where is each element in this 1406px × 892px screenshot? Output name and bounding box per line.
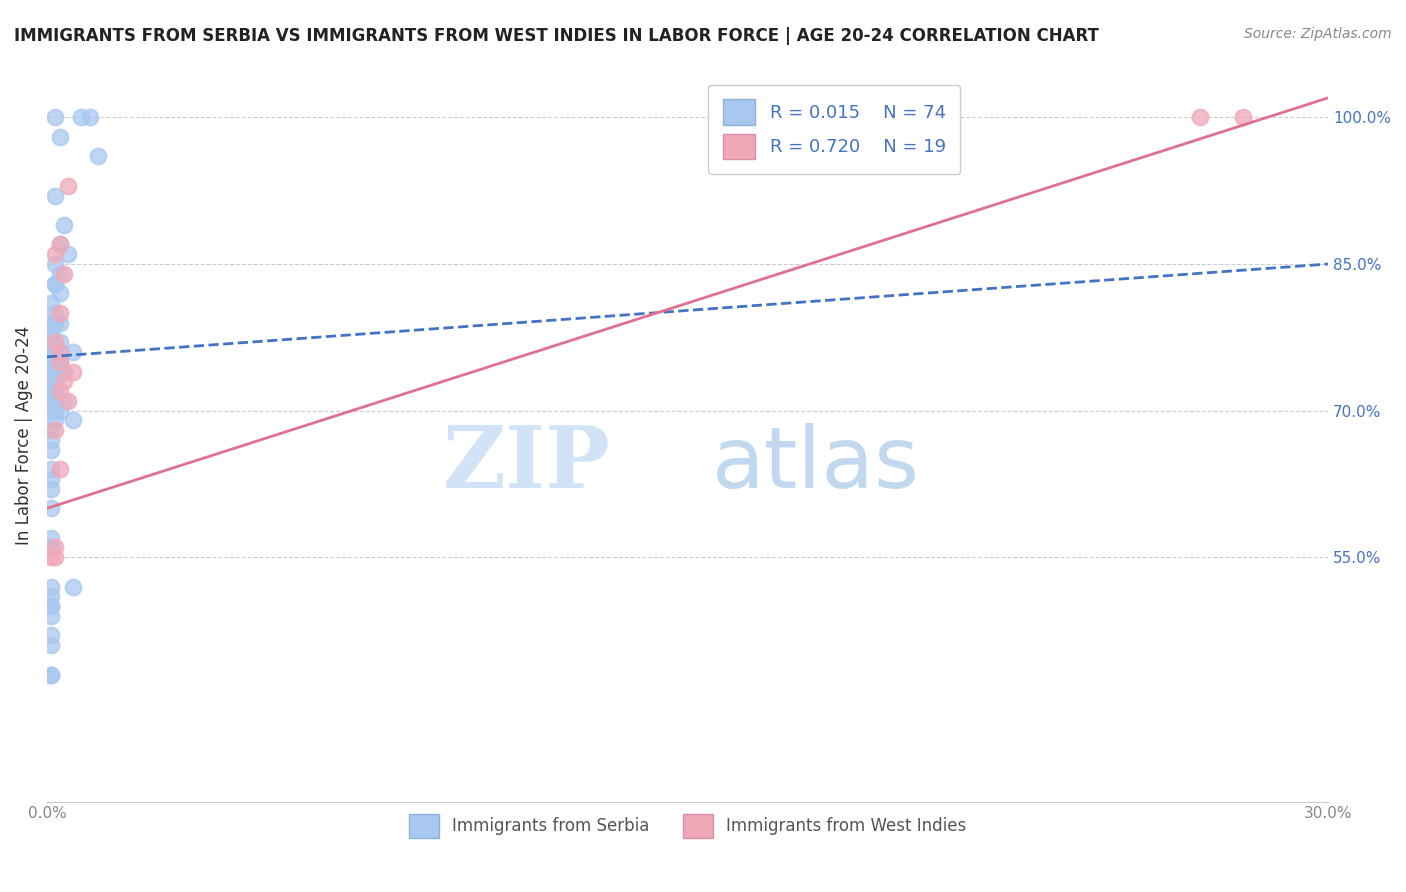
Point bbox=[39, 296, 62, 310]
Point bbox=[58, 247, 80, 261]
Text: atlas: atlas bbox=[711, 423, 920, 506]
Point bbox=[39, 335, 62, 350]
Point bbox=[39, 638, 62, 652]
Point bbox=[39, 393, 62, 408]
Point bbox=[39, 355, 62, 369]
Point bbox=[87, 149, 110, 163]
Point bbox=[48, 316, 70, 330]
Point bbox=[48, 355, 70, 369]
Point bbox=[48, 345, 70, 359]
Point bbox=[39, 384, 62, 398]
Point bbox=[39, 501, 62, 516]
Point bbox=[44, 247, 66, 261]
Point bbox=[48, 384, 70, 398]
Point bbox=[48, 286, 70, 301]
Point bbox=[44, 423, 66, 437]
Point bbox=[44, 355, 66, 369]
Point bbox=[70, 111, 93, 125]
Y-axis label: In Labor Force | Age 20-24: In Labor Force | Age 20-24 bbox=[15, 326, 32, 545]
Point bbox=[44, 374, 66, 388]
Point bbox=[44, 364, 66, 378]
Point bbox=[39, 374, 62, 388]
Point bbox=[39, 599, 62, 613]
Point bbox=[39, 433, 62, 447]
Point bbox=[44, 188, 66, 202]
Point bbox=[52, 364, 75, 378]
Point bbox=[52, 267, 75, 281]
Point bbox=[39, 374, 62, 388]
Point bbox=[62, 364, 84, 378]
Point bbox=[44, 111, 66, 125]
Point bbox=[39, 326, 62, 340]
Point bbox=[44, 335, 66, 350]
Point bbox=[48, 403, 70, 417]
Point bbox=[79, 111, 101, 125]
Point bbox=[39, 667, 62, 681]
Point bbox=[39, 364, 62, 378]
Point bbox=[44, 403, 66, 417]
Point bbox=[44, 277, 66, 291]
Point bbox=[44, 541, 66, 555]
Point bbox=[39, 580, 62, 594]
Text: Source: ZipAtlas.com: Source: ZipAtlas.com bbox=[1244, 27, 1392, 41]
Point bbox=[48, 306, 70, 320]
Point bbox=[48, 355, 70, 369]
Point bbox=[48, 364, 70, 378]
Point bbox=[44, 316, 66, 330]
Point bbox=[1188, 111, 1211, 125]
Point bbox=[39, 335, 62, 350]
Legend: Immigrants from Serbia, Immigrants from West Indies: Immigrants from Serbia, Immigrants from … bbox=[402, 807, 973, 845]
Point bbox=[44, 345, 66, 359]
Point bbox=[39, 482, 62, 496]
Point bbox=[39, 393, 62, 408]
Point bbox=[39, 667, 62, 681]
Point bbox=[44, 355, 66, 369]
Text: ZIP: ZIP bbox=[443, 423, 610, 507]
Point bbox=[39, 472, 62, 486]
Point bbox=[39, 608, 62, 623]
Point bbox=[58, 178, 80, 193]
Point bbox=[39, 442, 62, 457]
Point bbox=[39, 462, 62, 476]
Point bbox=[44, 550, 66, 565]
Point bbox=[52, 218, 75, 232]
Point bbox=[39, 550, 62, 565]
Point bbox=[44, 257, 66, 271]
Point bbox=[39, 531, 62, 545]
Point bbox=[39, 316, 62, 330]
Point bbox=[39, 364, 62, 378]
Point bbox=[48, 462, 70, 476]
Point bbox=[1232, 111, 1254, 125]
Point bbox=[44, 306, 66, 320]
Point bbox=[39, 345, 62, 359]
Point bbox=[39, 599, 62, 613]
Point bbox=[44, 413, 66, 427]
Point bbox=[39, 403, 62, 417]
Point bbox=[62, 413, 84, 427]
Point bbox=[44, 393, 66, 408]
Point bbox=[39, 423, 62, 437]
Point bbox=[48, 237, 70, 252]
Point bbox=[39, 628, 62, 642]
Point bbox=[39, 384, 62, 398]
Point bbox=[39, 384, 62, 398]
Point bbox=[58, 393, 80, 408]
Point bbox=[44, 335, 66, 350]
Point bbox=[52, 393, 75, 408]
Point bbox=[39, 345, 62, 359]
Point bbox=[39, 590, 62, 604]
Point bbox=[48, 335, 70, 350]
Point bbox=[48, 267, 70, 281]
Point bbox=[39, 541, 62, 555]
Point bbox=[62, 580, 84, 594]
Point bbox=[48, 237, 70, 252]
Point bbox=[62, 345, 84, 359]
Text: IMMIGRANTS FROM SERBIA VS IMMIGRANTS FROM WEST INDIES IN LABOR FORCE | AGE 20-24: IMMIGRANTS FROM SERBIA VS IMMIGRANTS FRO… bbox=[14, 27, 1099, 45]
Point bbox=[44, 316, 66, 330]
Point bbox=[39, 326, 62, 340]
Point bbox=[48, 130, 70, 145]
Point bbox=[52, 374, 75, 388]
Point bbox=[44, 277, 66, 291]
Point bbox=[44, 384, 66, 398]
